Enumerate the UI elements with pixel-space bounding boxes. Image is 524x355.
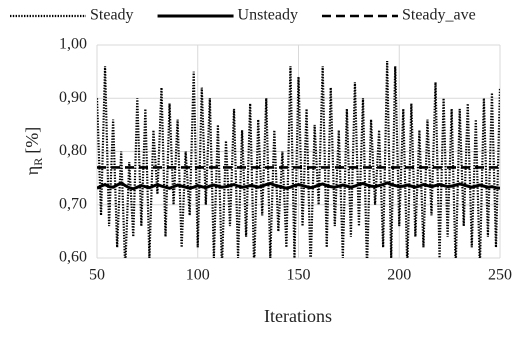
y-tick-label: 1,00 xyxy=(59,36,87,53)
legend-label: Steady_ave xyxy=(402,7,476,24)
y-title-symbol: η xyxy=(22,166,42,175)
x-tick-label: 100 xyxy=(186,267,210,284)
y-tick-label: 0,80 xyxy=(59,142,87,159)
legend-label: Unsteady xyxy=(238,7,298,24)
y-tick-label: 0,70 xyxy=(59,195,87,212)
x-tick-label: 250 xyxy=(488,267,512,284)
x-tick-label: 150 xyxy=(287,267,311,284)
x-tick-label: 200 xyxy=(387,267,411,284)
y-tick-label: 0,90 xyxy=(59,89,87,106)
legend-label: Steady xyxy=(90,7,134,24)
plot-area xyxy=(97,60,500,258)
series-line xyxy=(97,181,500,191)
y-title-subscript: R xyxy=(31,158,45,166)
y-tick-label: 0,60 xyxy=(59,249,87,266)
x-tick-label: 50 xyxy=(89,267,105,284)
y-title-unit: [%] xyxy=(22,127,42,154)
y-axis-title: ηR [%] xyxy=(22,127,45,175)
x-axis-title: Iterations xyxy=(264,306,332,326)
